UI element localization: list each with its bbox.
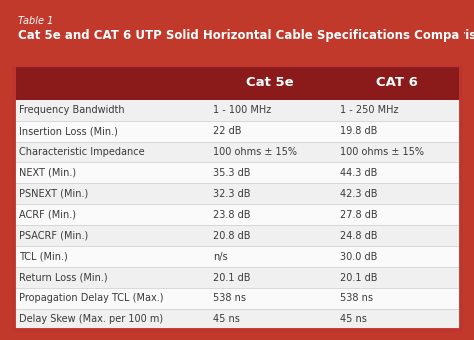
Text: 45 ns: 45 ns bbox=[213, 314, 240, 324]
Text: 100 ohms ± 15%: 100 ohms ± 15% bbox=[213, 147, 297, 157]
Text: 32.3 dB: 32.3 dB bbox=[213, 189, 250, 199]
Bar bbox=[13, 66, 461, 330]
Text: Delay Skew (Max. per 100 m): Delay Skew (Max. per 100 m) bbox=[19, 314, 164, 324]
Text: NEXT (Min.): NEXT (Min.) bbox=[19, 168, 77, 178]
Bar bbox=[13, 121, 461, 141]
Text: Cat 5e and CAT 6 UTP Solid Horizontal Cable Specifications Comparison.: Cat 5e and CAT 6 UTP Solid Horizontal Ca… bbox=[18, 29, 474, 42]
Text: n/s: n/s bbox=[213, 252, 228, 261]
Text: 538 ns: 538 ns bbox=[340, 293, 374, 303]
Bar bbox=[13, 183, 461, 204]
Bar bbox=[13, 66, 461, 330]
Text: Return Loss (Min.): Return Loss (Min.) bbox=[19, 272, 108, 283]
Bar bbox=[13, 288, 461, 309]
Text: 20.1 dB: 20.1 dB bbox=[213, 272, 250, 283]
Text: 538 ns: 538 ns bbox=[213, 293, 246, 303]
Text: 19.8 dB: 19.8 dB bbox=[340, 126, 378, 136]
Bar bbox=[13, 66, 461, 100]
Text: PSACRF (Min.): PSACRF (Min.) bbox=[19, 231, 89, 241]
Text: CAT 6: CAT 6 bbox=[376, 76, 418, 89]
Text: 24.8 dB: 24.8 dB bbox=[340, 231, 378, 241]
Text: 45 ns: 45 ns bbox=[340, 314, 367, 324]
Text: 30.0 dB: 30.0 dB bbox=[340, 252, 378, 261]
Text: Characteristic Impedance: Characteristic Impedance bbox=[19, 147, 145, 157]
Text: TCL (Min.): TCL (Min.) bbox=[19, 252, 68, 261]
Text: Cat 5e: Cat 5e bbox=[246, 76, 293, 89]
Text: 20.1 dB: 20.1 dB bbox=[340, 272, 378, 283]
Bar bbox=[13, 267, 461, 288]
Text: 42.3 dB: 42.3 dB bbox=[340, 189, 378, 199]
Bar bbox=[13, 204, 461, 225]
Text: 100 ohms ± 15%: 100 ohms ± 15% bbox=[340, 147, 424, 157]
Text: 22 dB: 22 dB bbox=[213, 126, 241, 136]
Text: Propagation Delay TCL (Max.): Propagation Delay TCL (Max.) bbox=[19, 293, 164, 303]
Text: Frequency Bandwidth: Frequency Bandwidth bbox=[19, 105, 125, 115]
Text: PSNEXT (Min.): PSNEXT (Min.) bbox=[19, 189, 89, 199]
Bar bbox=[13, 141, 461, 163]
Text: Insertion Loss (Min.): Insertion Loss (Min.) bbox=[19, 126, 118, 136]
Text: ACRF (Min.): ACRF (Min.) bbox=[19, 210, 76, 220]
Text: 23.8 dB: 23.8 dB bbox=[213, 210, 250, 220]
Text: 1 - 250 MHz: 1 - 250 MHz bbox=[340, 105, 399, 115]
Bar bbox=[13, 225, 461, 246]
Text: 27.8 dB: 27.8 dB bbox=[340, 210, 378, 220]
Text: 35.3 dB: 35.3 dB bbox=[213, 168, 250, 178]
Text: Table 1: Table 1 bbox=[18, 16, 54, 26]
Text: 1 - 100 MHz: 1 - 100 MHz bbox=[213, 105, 271, 115]
Bar bbox=[13, 309, 461, 330]
Bar bbox=[13, 163, 461, 183]
Text: 44.3 dB: 44.3 dB bbox=[340, 168, 378, 178]
Text: 20.8 dB: 20.8 dB bbox=[213, 231, 250, 241]
Bar bbox=[13, 246, 461, 267]
Bar bbox=[13, 100, 461, 121]
